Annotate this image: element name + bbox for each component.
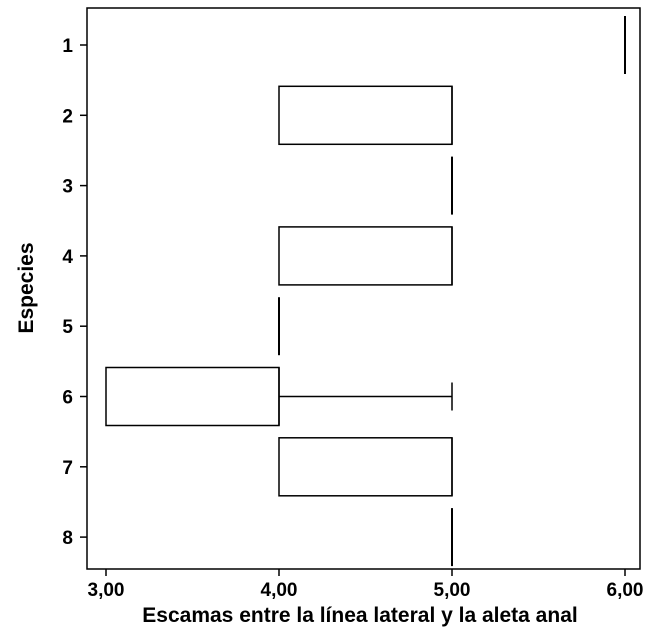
y-tick-label: 4 (62, 247, 73, 268)
box-iqr (278, 226, 453, 286)
y-tick-label: 1 (62, 36, 73, 57)
box-group-7 (278, 437, 453, 497)
y-tick-label: 8 (62, 528, 73, 549)
x-axis-title: Escamas entre la línea lateral y la alet… (142, 604, 577, 627)
y-tick-label: 3 (62, 177, 73, 198)
x-tick-label: 5,00 (434, 580, 471, 601)
x-tick-label: 4,00 (261, 580, 298, 601)
y-axis: 1 2 3 4 5 6 7 8 (62, 36, 87, 549)
y-tick-label: 5 (62, 317, 73, 338)
y-tick-label: 2 (62, 106, 73, 127)
box-group-2 (278, 85, 453, 146)
box-iqr (278, 437, 453, 497)
x-axis: 3,00 4,00 5,00 6,00 (88, 569, 644, 601)
box-group-4 (278, 226, 453, 286)
x-tick-label: 6,00 (607, 580, 644, 601)
y-tick-label: 7 (62, 458, 73, 479)
box-iqr (278, 85, 453, 146)
y-tick-label: 6 (62, 388, 73, 409)
box-iqr (105, 366, 280, 427)
boxes-layer (105, 16, 626, 567)
y-axis-title: Especies (15, 242, 38, 333)
box-group-6 (105, 366, 453, 427)
x-tick-label: 3,00 (88, 580, 125, 601)
